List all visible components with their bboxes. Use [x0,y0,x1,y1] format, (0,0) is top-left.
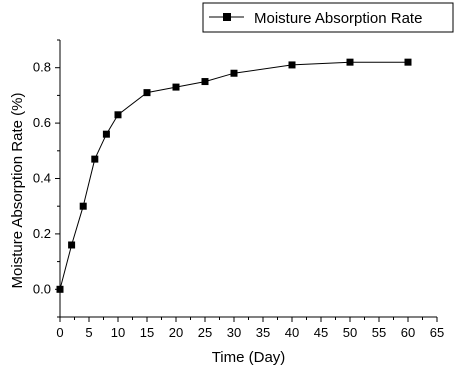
axes: 0 5 10 15 20 25 30 35 40 45 50 55 60 65 0.0 0.2 0.4 0.6 0.… [33,39,444,340]
data-point [201,78,209,86]
x-tick-label: 20 [169,325,183,340]
legend-box [202,2,454,33]
y-tick-label: 0.4 [33,171,51,186]
legend-marker [223,13,231,21]
data-point [68,241,76,249]
x-tick-label: 15 [140,325,154,340]
series-line [59,61,408,290]
y-tick-label: 0.2 [33,226,51,241]
data-point [346,58,354,66]
x-tick-label: 5 [85,325,92,340]
x-tick-label: 25 [198,325,212,340]
data-point [91,155,99,163]
x-tick-label: 65 [430,325,444,340]
series-line-group [59,61,408,290]
legend-label: Moisture Absorption Rate [254,10,422,27]
y-tick-label: 0.8 [33,60,51,75]
x-tick-label: 35 [256,325,270,340]
x-tick-label: 60 [401,325,415,340]
y-axis-title: Moisture Absorption Rate (%) [9,93,26,289]
data-point [143,89,151,97]
data-point [79,202,87,210]
series-marker-group [56,58,412,293]
x-tick-label: 55 [372,325,386,340]
x-axis-title: Time (Day) [212,349,286,366]
x-tick-label: 45 [314,325,328,340]
legend: Moisture Absorption Rate [202,2,454,33]
data-point [404,58,412,66]
x-tick-label: 30 [227,325,241,340]
data-point [288,61,296,69]
x-tick-label: 0 [56,325,63,340]
data-point [102,130,110,138]
data-point [114,111,122,119]
y-tick-label: 0.6 [33,115,51,130]
x-tick-label: 10 [111,325,125,340]
x-tick-label: 50 [343,325,357,340]
y-tick-label: 0.0 [33,281,51,296]
data-point [172,83,180,91]
x-tick-label: 40 [285,325,299,340]
data-point [230,69,238,77]
data-point [56,285,64,293]
